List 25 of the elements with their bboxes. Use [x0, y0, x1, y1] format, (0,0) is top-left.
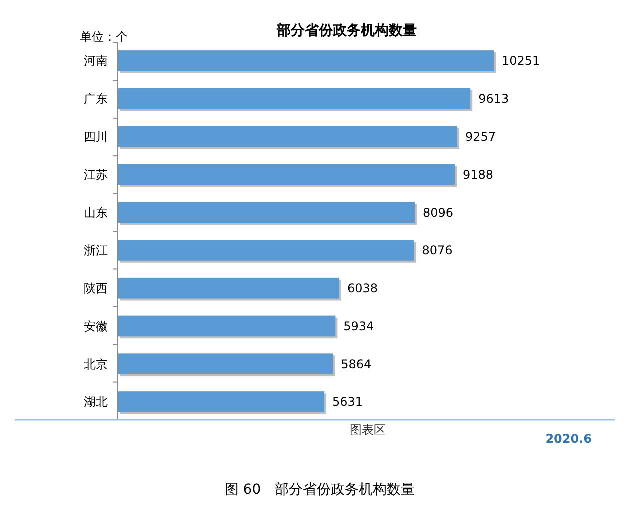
caption: 图 60 部分省份政务机构数量	[224, 482, 416, 498]
y-tick-label: 安徽	[84, 319, 108, 334]
data-label: 6038	[347, 282, 378, 296]
y-tick-label: 北京	[84, 357, 108, 372]
text: 2020.6	[546, 432, 592, 446]
data-label: 5631	[332, 395, 364, 410]
y-tick-label: 江苏	[84, 168, 108, 182]
y-tick-label: 山东	[84, 206, 108, 220]
text: 图表区	[350, 423, 386, 437]
data-label: 8076	[422, 244, 453, 258]
y-tick-label: 陕西	[84, 282, 108, 296]
y-tick-label: 湖北	[84, 395, 108, 410]
data-label: 9613	[478, 92, 510, 106]
y-tick-label: 广东	[84, 92, 108, 106]
chart-title: 部分省份政务机构数量	[276, 22, 417, 39]
y-tick-label: 浙江	[84, 244, 108, 258]
data-label: 10251	[502, 54, 540, 68]
data-label: 9257	[466, 130, 496, 144]
data-label: 5864	[341, 357, 372, 372]
y-tick-label: 河南	[84, 54, 108, 68]
y-tick-label: 四川	[84, 130, 108, 144]
data-label: 8096	[422, 206, 454, 220]
data-label: 5934	[344, 319, 374, 334]
data-label: 9188	[463, 168, 494, 182]
annotation: 单位：个	[80, 30, 128, 44]
